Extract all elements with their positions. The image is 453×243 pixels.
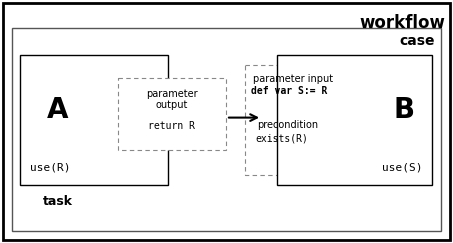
Text: output: output (156, 100, 188, 110)
Text: return R: return R (149, 121, 196, 131)
Text: parameter: parameter (146, 89, 198, 99)
Bar (20, 55, 168, 185)
Bar (12, 28, 441, 231)
Text: def var S:= R: def var S:= R (251, 86, 328, 96)
Text: parameter input: parameter input (253, 74, 333, 84)
Text: precondition: precondition (257, 120, 318, 130)
Bar (118, 78, 226, 150)
Text: case: case (400, 34, 435, 48)
Text: A: A (47, 95, 69, 124)
Text: task: task (43, 194, 73, 208)
Bar (277, 55, 432, 185)
Text: use(R): use(R) (30, 162, 70, 172)
Text: exists(R): exists(R) (255, 133, 308, 143)
Text: workflow: workflow (359, 14, 445, 32)
Text: B: B (394, 95, 414, 124)
Text: use(S): use(S) (382, 162, 422, 172)
Bar (245, 65, 363, 175)
